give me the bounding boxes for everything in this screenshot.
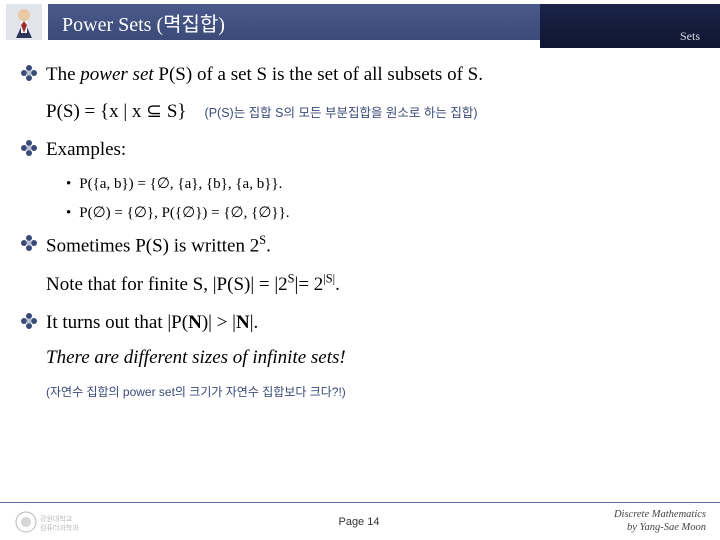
point-1-text: The power set P(S) of a set S is the set… bbox=[46, 62, 483, 88]
example-2: P(∅) = {∅}, P({∅}) = {∅, {∅}}. bbox=[66, 203, 692, 222]
footer-logo: 강원대학교 컴퓨터과학과 bbox=[14, 510, 104, 534]
svg-text:컴퓨터과학과: 컴퓨터과학과 bbox=[40, 523, 79, 532]
page-number: Page 14 bbox=[338, 516, 379, 528]
flower-bullet-icon bbox=[20, 139, 38, 157]
slide-header: Power Sets (멱집합) Sets bbox=[0, 0, 720, 44]
header-emblem bbox=[0, 0, 48, 44]
point-4: It turns out that |P(N)| > |N|. bbox=[20, 310, 692, 336]
point-3-text: Sometimes P(S) is written 2S. bbox=[46, 232, 271, 259]
section-label: Sets bbox=[680, 29, 700, 44]
slide-footer: 강원대학교 컴퓨터과학과 Page 14 Discrete Mathematic… bbox=[0, 502, 720, 540]
point-3-note: Note that for finite S, |P(S)| = |2S|= 2… bbox=[46, 271, 692, 295]
formula-text: P(S) = {x | x ⊆ S} bbox=[46, 101, 187, 122]
infinite-text: There are different sizes of infinite se… bbox=[46, 347, 346, 368]
point-1: The power set P(S) of a set S is the set… bbox=[20, 62, 692, 88]
example-1: P({a, b}) = {∅, {a}, {b}, {a, b}}. bbox=[66, 174, 692, 193]
point-1-formula: P(S) = {x | x ⊆ S} (P(S)는 집합 S의 모든 부분집합을… bbox=[46, 100, 692, 123]
point-4-note: (자연수 집합의 power set의 크기가 자연수 집합보다 크다?!) bbox=[46, 383, 692, 400]
formula-note: (P(S)는 집합 S의 모든 부분집합을 원소로 하는 집합) bbox=[205, 106, 478, 120]
point-4-sub: There are different sizes of infinite se… bbox=[46, 347, 692, 369]
point-3: Sometimes P(S) is written 2S. bbox=[20, 232, 692, 259]
flower-bullet-icon bbox=[20, 312, 38, 330]
footer-credit: Discrete Mathematics by Yang-Sae Moon bbox=[614, 509, 706, 534]
point-2: Examples: bbox=[20, 137, 692, 163]
title-right-panel: Sets bbox=[540, 4, 720, 48]
slide-content: The power set P(S) of a set S is the set… bbox=[0, 44, 720, 400]
point-2-text: Examples: bbox=[46, 137, 126, 163]
point-4-text: It turns out that |P(N)| > |N|. bbox=[46, 310, 258, 336]
slide-title: Power Sets (멱집합) bbox=[62, 8, 225, 37]
svg-text:강원대학교: 강원대학교 bbox=[40, 514, 73, 523]
flower-bullet-icon bbox=[20, 234, 38, 252]
businessman-icon bbox=[4, 2, 44, 42]
title-bar: Power Sets (멱집합) Sets bbox=[48, 4, 720, 40]
university-logo-icon: 강원대학교 컴퓨터과학과 bbox=[14, 510, 104, 534]
flower-bullet-icon bbox=[20, 64, 38, 82]
